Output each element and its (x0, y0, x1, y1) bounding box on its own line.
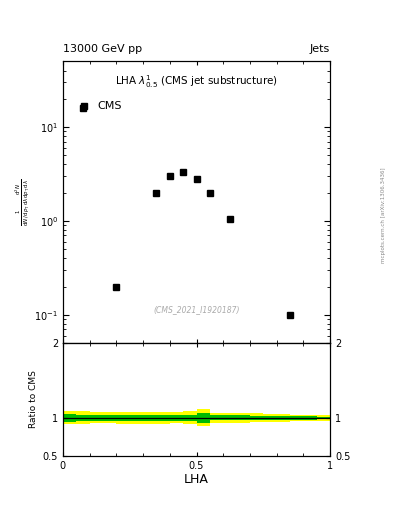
Text: 13000 GeV pp: 13000 GeV pp (63, 44, 142, 54)
Text: mcplots.cern.ch [arXiv:1306.3436]: mcplots.cern.ch [arXiv:1306.3436] (381, 167, 386, 263)
Y-axis label: $\frac{1}{\mathrm{d}N\,/\,\mathrm{d}p_\mathrm{T}\,\mathrm{d}\lambda}$$\frac{\mat: $\frac{1}{\mathrm{d}N\,/\,\mathrm{d}p_\m… (13, 179, 31, 226)
Text: (CMS_2021_I1920187): (CMS_2021_I1920187) (153, 305, 240, 314)
X-axis label: LHA: LHA (184, 473, 209, 486)
Text: LHA $\lambda^{1}_{0.5}$ (CMS jet substructure): LHA $\lambda^{1}_{0.5}$ (CMS jet substru… (115, 73, 278, 90)
Text: CMS: CMS (97, 101, 122, 112)
Text: Jets: Jets (310, 44, 330, 54)
Y-axis label: Ratio to CMS: Ratio to CMS (29, 370, 39, 429)
